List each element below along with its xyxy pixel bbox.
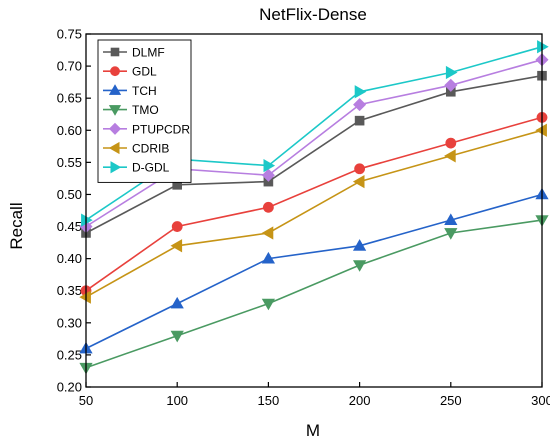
legend-entry-cdrib: CDRIB	[103, 142, 169, 156]
x-tick-label: 100	[166, 393, 188, 408]
legend-entry-dlmf: DLMF	[103, 46, 165, 60]
tmo-point	[170, 330, 184, 343]
cdrib-point	[535, 123, 547, 137]
x-tick-label: 300	[531, 393, 550, 408]
tmo-line	[85, 219, 543, 369]
y-tick-label: 0.55	[57, 155, 82, 170]
tmo-point	[261, 298, 276, 311]
gdl-point	[445, 137, 457, 149]
y-tick-label: 0.40	[57, 251, 82, 266]
series-tmo	[79, 215, 549, 375]
tch-point	[261, 251, 276, 264]
d-gdl-point	[81, 213, 93, 227]
d-gdl-point	[263, 158, 276, 173]
legend-marker	[108, 122, 122, 135]
x-tick-label: 150	[258, 393, 280, 408]
ptupcdr-point	[444, 78, 458, 92]
legend-marker	[110, 47, 120, 57]
cdrib-line	[85, 129, 543, 298]
d-gdl-point	[354, 85, 367, 99]
series-tch	[79, 187, 549, 354]
legend-marker	[108, 141, 120, 155]
y-tick-label: 0.65	[57, 91, 82, 106]
y-tick-label: 0.35	[57, 283, 82, 298]
cdrib-point	[352, 174, 365, 189]
y-tick-label: 0.70	[57, 59, 82, 74]
legend-label: PTUPCDR	[132, 122, 190, 136]
axis-ticks: 50 100 150 200 250 300 0.20 0.25 0.30 0.35 0.40 0.4…	[57, 27, 550, 409]
x-tick-label: 250	[440, 393, 462, 408]
legend-entry-d-gdl: D-GDL	[103, 161, 170, 175]
legend-marker	[108, 105, 122, 116]
y-tick-label: 0.45	[57, 219, 82, 234]
legend-marker	[110, 161, 122, 174]
chart-title: NetFlix-Dense	[259, 5, 367, 24]
series-lines	[79, 40, 549, 375]
gdl-point	[262, 201, 274, 213]
legend-entry-ptupcdr: PTUPCDR	[103, 122, 190, 136]
series-cdrib	[79, 123, 547, 304]
legend-label: TCH	[132, 84, 157, 98]
legend-label: TMO	[132, 103, 159, 117]
tch-point	[170, 296, 184, 309]
legend-entry-tch: TCH	[103, 84, 157, 98]
y-tick-label: 0.20	[57, 380, 82, 395]
legend-entry-tmo: TMO	[103, 103, 159, 117]
legend-label: CDRIB	[132, 142, 169, 156]
d-gdl-point	[537, 40, 549, 54]
gdl-line	[85, 116, 543, 292]
legend-entry-gdl: GDL	[103, 65, 157, 79]
gdl-point	[354, 163, 365, 175]
legend: DLMF GDL TCH TMO PTUPCDR CDRIB D-GDL	[97, 39, 192, 183]
x-tick-label: 50	[79, 393, 93, 408]
dlmf-line	[85, 74, 543, 234]
cdrib-point	[444, 149, 456, 163]
legend-marker	[108, 84, 122, 95]
tch-point	[352, 239, 367, 251]
y-tick-label: 0.60	[57, 123, 82, 138]
cdrib-point	[79, 290, 91, 304]
y-tick-label: 0.75	[57, 27, 82, 42]
legend-label: DLMF	[132, 46, 165, 60]
tmo-point	[352, 260, 367, 272]
cdrib-point	[261, 226, 274, 240]
d-gdl-point	[445, 65, 458, 80]
y-axis-label: Recall	[7, 202, 26, 249]
plot-frame	[85, 33, 543, 388]
dlmf-point	[354, 115, 365, 126]
legend-label: GDL	[132, 65, 157, 79]
y-tick-label: 0.30	[57, 315, 82, 330]
legend-label: D-GDL	[132, 161, 170, 175]
tch-point	[444, 213, 458, 225]
ptupcdr-point	[261, 168, 275, 182]
ptupcdr-point	[353, 98, 367, 112]
legend-marker	[110, 66, 120, 77]
y-tick-label: 0.50	[57, 187, 82, 202]
tmo-point	[444, 228, 458, 240]
x-axis-label: M	[306, 421, 320, 440]
cdrib-point	[170, 239, 183, 253]
gdl-point	[171, 221, 183, 232]
x-tick-label: 200	[349, 393, 371, 408]
tch-line	[85, 193, 543, 350]
y-tick-label: 0.25	[57, 347, 82, 362]
